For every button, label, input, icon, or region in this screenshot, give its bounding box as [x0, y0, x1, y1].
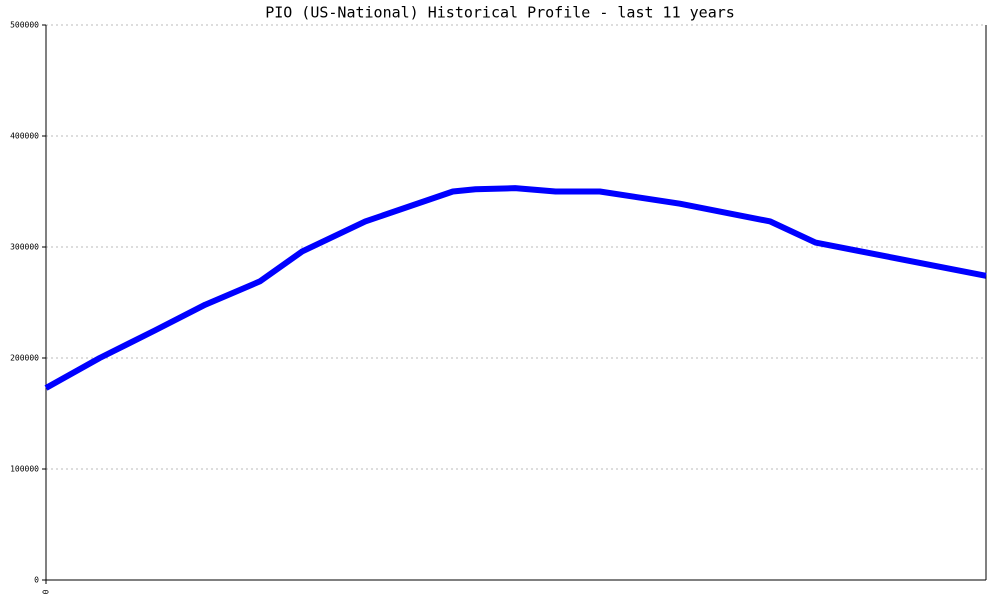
y-tick-label: 500000 — [10, 21, 39, 30]
y-tick-label: 300000 — [10, 243, 39, 252]
y-tick-label: 200000 — [10, 354, 39, 363]
x-tick-label: 0 — [42, 589, 51, 594]
y-tick-label: 400000 — [10, 132, 39, 141]
chart-title: PIO (US-National) Historical Profile - l… — [265, 4, 735, 22]
data-line — [44, 185, 987, 391]
y-tick-label: 0 — [34, 576, 39, 585]
y-tick-label: 100000 — [10, 465, 39, 474]
